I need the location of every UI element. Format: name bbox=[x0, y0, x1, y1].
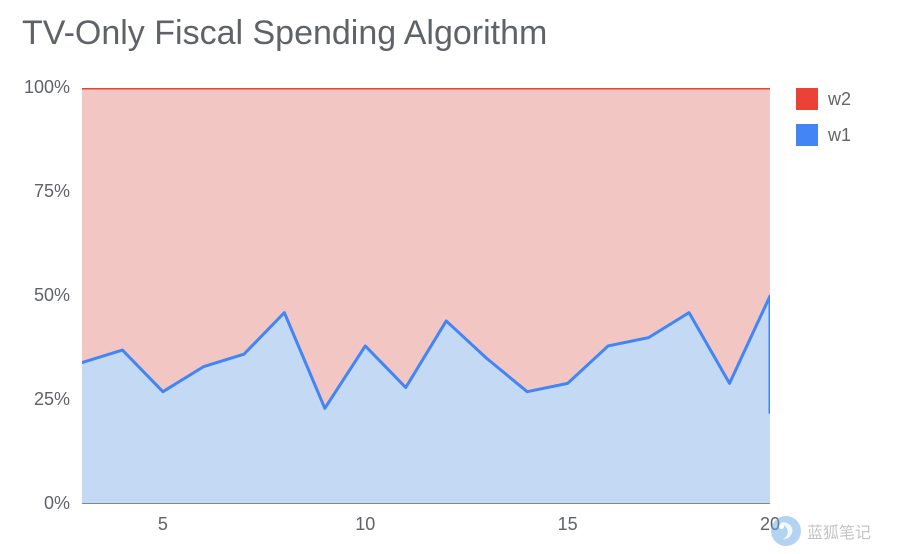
legend-swatch-w2 bbox=[796, 88, 818, 110]
legend-swatch-w1 bbox=[796, 124, 818, 146]
legend-label-w2: w2 bbox=[828, 89, 851, 110]
watermark: 蓝狐笔记 bbox=[771, 516, 871, 546]
chart-plot bbox=[82, 88, 770, 504]
chart-title: TV-Only Fiscal Spending Algorithm bbox=[22, 14, 547, 53]
watermark-logo-icon bbox=[771, 516, 801, 546]
legend: w2 w1 bbox=[796, 88, 851, 146]
legend-label-w1: w1 bbox=[828, 125, 851, 146]
chart-title-text: TV-Only Fiscal Spending Algorithm bbox=[22, 14, 547, 52]
y-tick-label: 50% bbox=[0, 285, 70, 306]
y-tick-label: 100% bbox=[0, 77, 70, 98]
y-tick-label: 0% bbox=[0, 493, 70, 514]
x-tick-label: 15 bbox=[548, 514, 588, 535]
y-tick-label: 75% bbox=[0, 181, 70, 202]
legend-item-w2: w2 bbox=[796, 88, 851, 110]
legend-item-w1: w1 bbox=[796, 124, 851, 146]
watermark-text: 蓝狐笔记 bbox=[807, 519, 871, 543]
chart-container: TV-Only Fiscal Spending Algorithm 0% 25% 5… bbox=[0, 0, 899, 554]
x-tick-label: 10 bbox=[345, 514, 385, 535]
y-tick-label: 25% bbox=[0, 389, 70, 410]
x-tick-label: 5 bbox=[143, 514, 183, 535]
